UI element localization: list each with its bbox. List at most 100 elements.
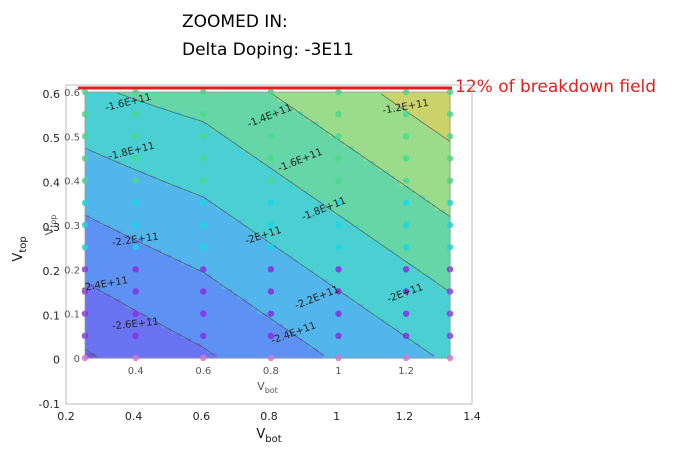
contour-band-cell <box>155 170 162 177</box>
contour-band-cell <box>257 259 264 266</box>
contour-band-cell <box>150 353 157 359</box>
contour-band-cell <box>120 156 127 162</box>
contour-band-cell <box>313 151 319 157</box>
contour-band-cell <box>206 156 213 162</box>
contour-band-cell <box>85 136 91 142</box>
contour-band-cell <box>237 220 243 226</box>
contour-band-cell <box>242 116 248 123</box>
contour-band-cell <box>176 146 182 152</box>
contour-band-cell <box>328 249 334 256</box>
contour-band-cell <box>221 303 228 310</box>
contour-band-cell <box>389 185 395 192</box>
contour-band-cell <box>186 116 193 123</box>
contour-band-cell <box>439 338 446 344</box>
contour-band-cell <box>176 220 182 226</box>
contour-band-cell <box>302 239 309 246</box>
contour-band-cell <box>186 333 193 339</box>
contour-band-cell <box>389 205 395 211</box>
contour-band-cell <box>343 92 350 98</box>
contour-band-cell <box>328 254 334 261</box>
contour-band-cell <box>409 328 416 334</box>
contour-band-cell <box>282 215 289 221</box>
contour-band-cell <box>439 160 446 167</box>
contour-band-cell <box>252 293 258 300</box>
contour-band-cell <box>171 205 177 211</box>
contour-band-cell <box>272 328 279 334</box>
contour-band-cell <box>292 170 299 177</box>
contour-band-cell <box>221 121 228 128</box>
contour-band-cell <box>125 205 132 211</box>
contour-band-cell <box>140 121 147 128</box>
contour-band-cell <box>171 131 177 137</box>
contour-band-cell <box>206 180 213 187</box>
contour-band-cell <box>368 293 375 300</box>
contour-band-cell <box>176 328 182 334</box>
contour-band-cell <box>409 343 416 349</box>
contour-band-cell <box>384 210 390 216</box>
contour-band-cell <box>232 151 238 157</box>
contour-band-cell <box>338 141 345 147</box>
contour-band-cell <box>201 151 208 157</box>
contour-band-cell <box>272 229 279 236</box>
contour-band-cell <box>226 96 233 103</box>
contour-band-cell <box>429 146 436 152</box>
contour-band-cell <box>439 269 446 275</box>
contour-band-cell <box>155 298 162 305</box>
contour-band-cell <box>282 96 289 103</box>
contour-band-cell <box>373 126 380 133</box>
contour-band-cell <box>252 126 258 133</box>
contour-band-cell <box>201 249 208 256</box>
contour-band-cell <box>399 328 405 334</box>
contour-band-cell <box>211 318 218 325</box>
contour-band-cell <box>277 293 284 300</box>
contour-band-cell <box>424 210 431 216</box>
contour-band-cell <box>257 284 264 290</box>
contour-band-cell <box>186 170 193 177</box>
contour-band-cell <box>140 279 147 285</box>
contour-band-cell <box>394 264 400 270</box>
contour-band-cell <box>150 92 157 98</box>
contour-band-cell <box>176 289 182 295</box>
contour-band-cell <box>389 175 395 182</box>
contour-band-cell <box>206 96 213 103</box>
contour-band-cell <box>161 205 167 211</box>
contour-band-cell <box>308 293 314 300</box>
contour-band-cell <box>424 131 431 137</box>
contour-band-cell <box>328 101 334 108</box>
contour-band-cell <box>166 293 172 300</box>
contour-band-cell <box>379 338 385 344</box>
contour-band-cell <box>409 180 416 187</box>
contour-band-cell <box>338 328 345 334</box>
contour-band-cell <box>394 348 400 354</box>
contour-band-cell <box>297 338 304 344</box>
contour-band-cell <box>216 229 223 236</box>
contour-band-cell <box>302 116 309 123</box>
contour-band-cell <box>313 190 319 197</box>
contour-band-cell <box>409 303 416 310</box>
contour-band-cell <box>373 165 380 172</box>
contour-band-cell <box>439 244 446 251</box>
contour-band-cell <box>216 116 223 123</box>
contour-band-cell <box>353 220 360 226</box>
contour-band-cell <box>389 284 395 290</box>
contour-band-cell <box>130 170 137 177</box>
contour-band-cell <box>384 234 390 241</box>
contour-band-cell <box>216 190 223 197</box>
contour-band-cell <box>166 239 172 246</box>
contour-band-cell <box>206 200 213 206</box>
contour-band-cell <box>333 234 340 241</box>
contour-band-cell <box>368 146 375 152</box>
contour-band-cell <box>100 200 106 206</box>
contour-band-cell <box>384 195 390 201</box>
contour-band-cell <box>333 254 340 261</box>
contour-band-cell <box>363 141 370 147</box>
contour-band-cell <box>120 200 127 206</box>
contour-band-cell <box>191 220 198 226</box>
contour-band-cell <box>348 264 355 270</box>
contour-band-cell <box>237 96 243 103</box>
contour-band-cell <box>308 234 314 241</box>
contour-band-cell <box>323 210 329 216</box>
contour-band-cell <box>323 220 329 226</box>
contour-band-cell <box>348 279 355 285</box>
contour-band-cell <box>232 220 238 226</box>
